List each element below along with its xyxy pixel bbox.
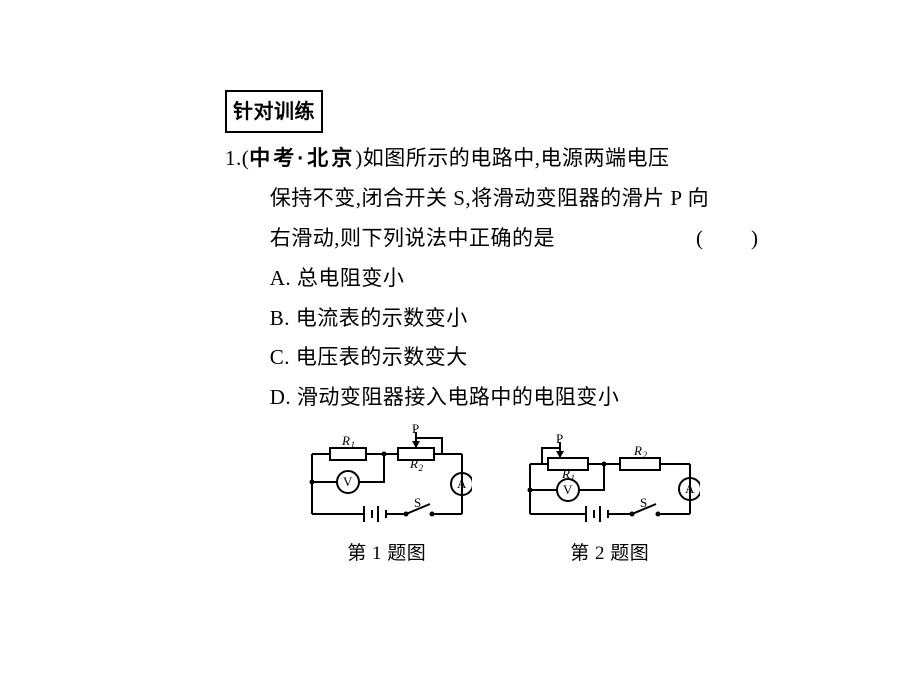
fig2-v-label: V [563,482,573,497]
stem-3-text: 右滑动,则下列说法中正确的是 [270,219,555,259]
fig2-r1-label: R1 [561,466,575,483]
circuit-2-svg: P R1 R2 V A S [520,434,700,534]
question-source: 中考·北京 [249,147,355,170]
circuit-1-svg: R1 R2 P V A S [302,424,472,534]
question-body: (中考·北京)如图所示的电路中,电源两端电压 保持不变,闭合开关 S,将滑动变阻… [242,139,760,572]
figure-1-caption: 第 1 题图 [347,536,426,572]
fig2-r2-label: R2 [633,443,647,460]
source-close: ) [355,146,363,170]
fig1-p-label: P [412,424,420,436]
figure-2-caption: 第 2 题图 [570,536,649,572]
section-title-box: 针对训练 [225,90,323,133]
stem-line-2: 保持不变,闭合开关 S,将滑动变阻器的滑片 P 向 [242,179,760,219]
answer-paren: ( ) [696,219,760,259]
fig2-s-label: S [640,495,648,510]
option-d: D. 滑动变阻器接入电路中的电阻变小 [242,378,760,418]
figure-2: P R1 R2 V A S 第 2 题图 [520,434,700,572]
page: 针对训练 1. (中考·北京)如图所示的电路中,电源两端电压 保持不变,闭合开关… [0,0,920,690]
question-number: 1. [225,139,242,572]
option-a: A. 总电阻变小 [242,259,760,299]
section-title: 针对训练 [233,101,315,123]
figure-1: R1 R2 P V A S 第 1 题图 [302,424,472,572]
option-c: C. 电压表的示数变大 [242,338,760,378]
fig1-r2-label: R2 [409,456,423,473]
option-b: B. 电流表的示数变小 [242,299,760,339]
fig2-a-label: A [685,481,695,496]
fig1-s-label: S [414,495,422,510]
question-block: 1. (中考·北京)如图所示的电路中,电源两端电压 保持不变,闭合开关 S,将滑… [225,139,760,572]
fig1-r1-label: R1 [341,433,355,450]
fig2-p-label: P [556,434,564,446]
stem-line-3: 右滑动,则下列说法中正确的是 ( ) [242,219,760,259]
fig1-a-label: A [457,476,467,491]
fig1-v-label: V [343,474,353,489]
stem-line-1: (中考·北京)如图所示的电路中,电源两端电压 [242,139,760,179]
figures-row: R1 R2 P V A S 第 1 题图 [242,424,760,572]
stem-1-rest: 如图所示的电路中,电源两端电压 [363,146,670,170]
